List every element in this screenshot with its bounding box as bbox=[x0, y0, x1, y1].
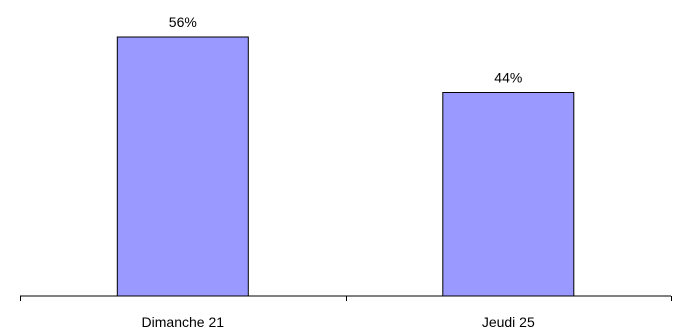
bars-group bbox=[116, 36, 575, 297]
x-tick-label-1: Jeudi 25 bbox=[482, 314, 535, 330]
data-label-1: 44% bbox=[494, 70, 522, 86]
bar-1 bbox=[442, 92, 575, 297]
data-labels-group: 56% 44% bbox=[169, 14, 523, 86]
x-tick-label-0: Dimanche 21 bbox=[142, 314, 225, 330]
data-label-0: 56% bbox=[169, 14, 197, 30]
bar-0 bbox=[116, 36, 249, 297]
x-axis-ticks-group: Dimanche 21 Jeudi 25 bbox=[20, 296, 672, 330]
